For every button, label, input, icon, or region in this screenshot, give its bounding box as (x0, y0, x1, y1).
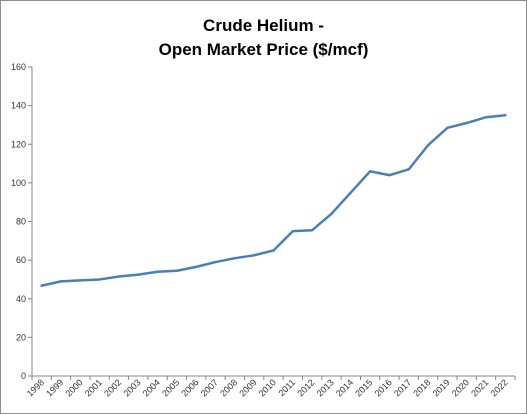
x-tick-label: 2009 (237, 377, 258, 398)
series-line (40, 114, 507, 287)
x-axis: 1998199920002001200220032004200520062007… (25, 375, 516, 399)
data-point (137, 273, 140, 276)
x-tick-label: 2002 (102, 377, 123, 398)
data-point (349, 191, 352, 194)
y-tick-label: 20 (16, 332, 26, 342)
x-tick-label: 2018 (411, 377, 432, 398)
data-point (426, 144, 430, 147)
x-tick-label: 2001 (83, 377, 104, 398)
x-tick-label: 2010 (257, 377, 278, 398)
x-tick-label: 2007 (199, 377, 220, 398)
x-tick-label: 1998 (25, 377, 46, 398)
data-point (446, 126, 449, 130)
data-point (79, 279, 82, 282)
y-tick-label: 120 (11, 139, 26, 149)
data-point (233, 256, 237, 260)
x-tick-label: 2004 (141, 377, 162, 398)
x-tick-label: 2008 (218, 377, 239, 398)
data-point (368, 170, 372, 173)
x-tick-label: 2019 (431, 377, 452, 398)
chart-title-line-1: Crude Helium - (203, 16, 324, 35)
y-axis: 0 20 40 60 80 100 120 140 160 (11, 62, 33, 381)
y-tick-label: 160 (11, 62, 26, 72)
x-tick-label: 1999 (44, 377, 65, 398)
data-point (117, 275, 121, 278)
x-tick-label: 2013 (315, 377, 336, 398)
x-tick-label: 2021 (469, 377, 490, 398)
x-tick-label: 2006 (179, 377, 200, 398)
data-point (330, 212, 333, 215)
series-group (40, 114, 507, 287)
y-tick-label: 140 (11, 101, 26, 111)
data-point (291, 229, 295, 233)
data-point (484, 116, 488, 119)
y-tick-label: 40 (16, 294, 26, 304)
x-tick-label: 2012 (295, 377, 316, 398)
data-point (465, 121, 468, 125)
data-point (195, 265, 198, 269)
x-tick-label: 2005 (160, 377, 181, 398)
x-tick-label: 2017 (392, 377, 413, 398)
data-point (310, 228, 314, 232)
x-tick-label: 2016 (373, 377, 394, 398)
x-tick-label: 2022 (489, 377, 510, 398)
data-point (252, 254, 256, 257)
x-tick-label: 2011 (276, 377, 297, 398)
x-tick-label: 2015 (353, 377, 374, 398)
y-tick-label: 100 (11, 178, 26, 188)
data-point (272, 249, 275, 252)
data-point (156, 270, 159, 273)
data-point (214, 260, 217, 264)
chart-title-line-2: Open Market Price ($/mcf) (158, 40, 369, 59)
data-point (388, 173, 391, 177)
y-tick-label: 60 (16, 255, 26, 265)
data-point (407, 168, 410, 171)
chart-title: Crude Helium - Open Market Price ($/mcf) (0, 14, 527, 62)
data-point (504, 114, 507, 117)
x-tick-label: 2020 (450, 377, 471, 398)
y-tick-label: 0 (21, 371, 26, 381)
data-point (59, 280, 63, 283)
x-tick-label: 2014 (334, 377, 355, 398)
data-point (98, 278, 101, 281)
x-tick-label: 2000 (63, 377, 84, 398)
y-tick-label: 80 (16, 217, 26, 227)
x-tick-label: 2003 (121, 377, 142, 398)
data-point (175, 269, 179, 272)
data-point (40, 284, 43, 287)
